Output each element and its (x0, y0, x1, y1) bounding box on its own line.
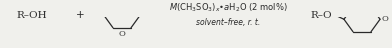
Text: $\mathit{M}$(CH$_3$SO$_3$)$_x$•$a$H$_2$O (2 mol%): $\mathit{M}$(CH$_3$SO$_3$)$_x$•$a$H$_2$O… (169, 2, 287, 14)
Text: R–OH: R–OH (17, 11, 47, 20)
Text: O: O (381, 15, 388, 23)
Text: solvent–free, r. t.: solvent–free, r. t. (196, 18, 260, 27)
Text: O: O (118, 30, 125, 38)
Text: R–O: R–O (310, 11, 332, 20)
Text: +: + (76, 10, 84, 20)
